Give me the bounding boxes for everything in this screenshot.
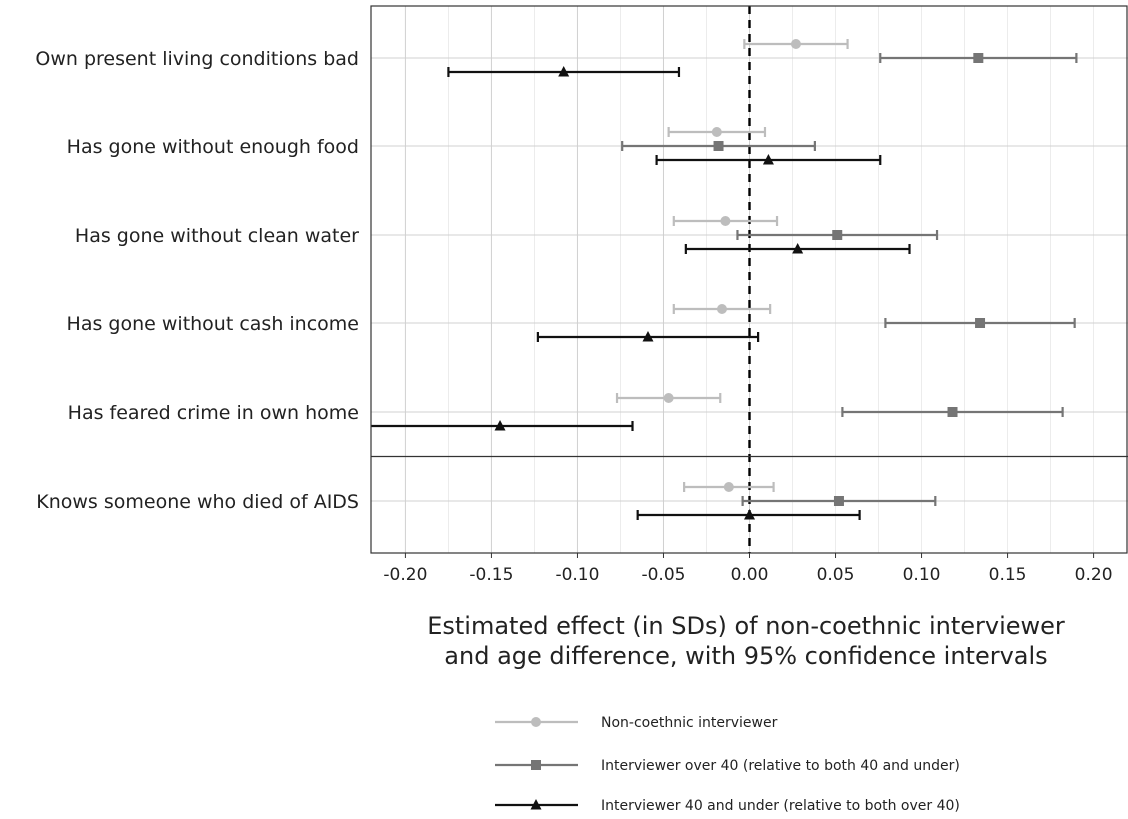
point-estimate: [723, 482, 734, 492]
x-axis: -0.20 -0.15 -0.10 -0.05 0.00 0.05 0.10 0.15 0.20: [383, 553, 1113, 585]
x-tick-label: 0.10: [903, 565, 941, 585]
x-tick-label: -0.10: [555, 565, 599, 585]
category-labels: Own present living conditions bad Has gon…: [35, 48, 359, 513]
x-tick-label: 0.05: [817, 565, 855, 585]
category-label: Own present living conditions bad: [35, 48, 359, 70]
point-estimate: [833, 496, 844, 506]
point-estimate: [720, 216, 731, 226]
point-estimate: [744, 509, 755, 520]
x-tick-label: 0.15: [989, 565, 1027, 585]
point-estimate: [713, 141, 724, 151]
series-square: [621, 53, 1078, 506]
legend-item: Interviewer 40 and under (relative to bo…: [495, 798, 960, 814]
series-triangle: [371, 66, 911, 520]
x-tick-label: 0.20: [1075, 565, 1113, 585]
category-label: Knows someone who died of AIDS: [36, 491, 359, 513]
x-tick-label: -0.15: [469, 565, 513, 585]
x-axis-title-line-2: and age difference, with 95% confidence …: [444, 642, 1047, 670]
plot-panel: [370, 5, 1128, 554]
point-estimate: [947, 407, 958, 417]
point-estimate: [973, 53, 984, 63]
x-axis-title-line-1: Estimated effect (in SDs) of non-coethni…: [427, 612, 1065, 640]
x-axis-title: Estimated effect (in SDs) of non-coethni…: [427, 612, 1065, 670]
x-tick-label: 0.00: [731, 565, 769, 585]
x-tick-label: -0.05: [641, 565, 685, 585]
legend-label: Interviewer over 40 (relative to both 40…: [601, 758, 960, 774]
legend-marker: [531, 760, 541, 770]
point-estimate: [716, 304, 727, 314]
category-label: Has gone without clean water: [75, 225, 359, 247]
point-estimate: [558, 66, 570, 77]
category-label: Has gone without enough food: [67, 136, 359, 158]
point-estimate: [711, 127, 722, 137]
series-circle: [615, 39, 849, 492]
category-label: Has feared crime in own home: [68, 402, 359, 424]
point-estimate: [663, 393, 674, 403]
legend-label: Interviewer 40 and under (relative to bo…: [601, 798, 960, 814]
legend-item: Interviewer over 40 (relative to both 40…: [495, 758, 960, 774]
category-label: Has gone without cash income: [67, 313, 359, 335]
point-estimate: [494, 420, 506, 431]
point-estimate: [642, 331, 654, 342]
point-estimate: [762, 154, 774, 165]
point-estimate: [792, 243, 804, 254]
error-bars: [371, 39, 1078, 520]
legend-item: Non-coethnic interviewer: [495, 715, 778, 731]
legend: Non-coethnic interviewer Interviewer over…: [495, 715, 960, 814]
legend-marker: [531, 717, 541, 727]
x-tick-label: -0.20: [383, 565, 427, 585]
legend-label: Non-coethnic interviewer: [601, 715, 778, 731]
point-estimate: [832, 230, 843, 240]
point-estimate: [975, 318, 986, 328]
point-estimate: [790, 39, 801, 49]
legend-marker: [530, 799, 542, 810]
